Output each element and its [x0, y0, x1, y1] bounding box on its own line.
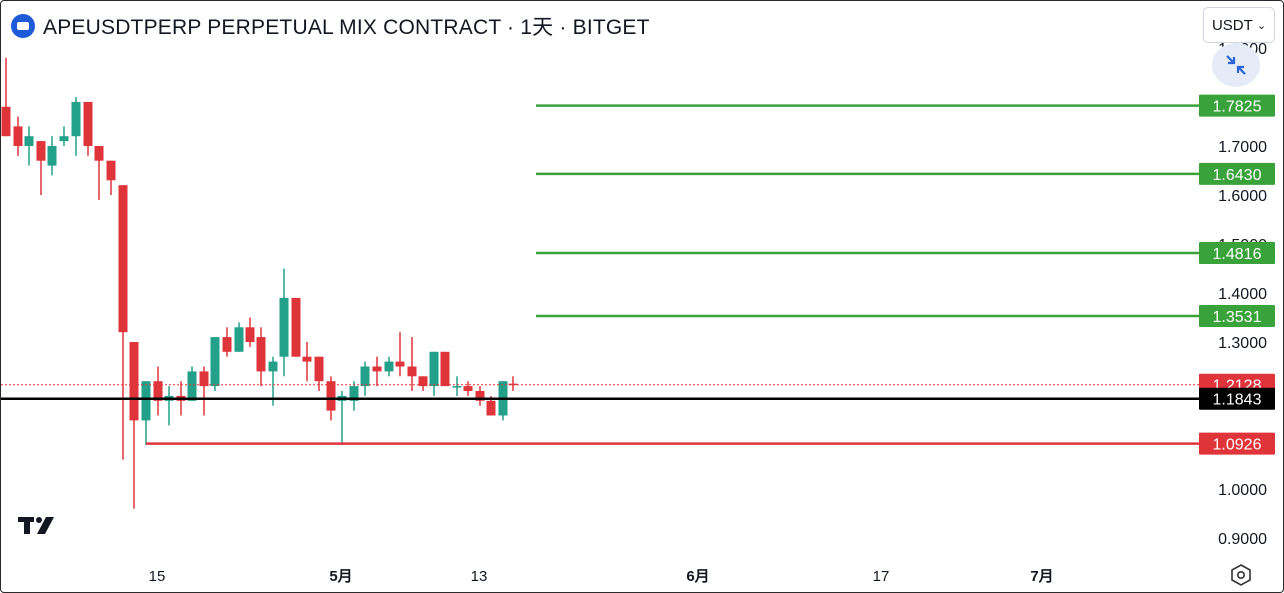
candle-body — [463, 386, 473, 391]
price-label: 1.1843 — [1213, 392, 1262, 409]
shrink-icon[interactable] — [1212, 43, 1260, 87]
candle-body — [407, 366, 417, 377]
candle-body — [291, 297, 301, 357]
candle-body — [187, 371, 197, 401]
candle-body — [418, 376, 428, 387]
price-tick-label: 1.6000 — [1218, 188, 1267, 205]
candle-body — [129, 342, 139, 421]
price-label: 1.0926 — [1213, 437, 1262, 454]
candle-body — [13, 126, 23, 146]
time-tick-label: 15 — [149, 568, 166, 585]
price-tick-label: 1.3000 — [1218, 335, 1267, 352]
candle-body — [1, 106, 11, 137]
candle-body — [268, 361, 278, 372]
candle-body — [302, 356, 312, 362]
price-tick-label: 1.7000 — [1218, 139, 1267, 156]
logo-icon — [11, 14, 35, 38]
candle-body — [153, 381, 163, 401]
price-label-box — [1199, 242, 1275, 265]
price-label: 1.3531 — [1213, 309, 1262, 326]
candle-body — [395, 361, 405, 367]
candle-body — [106, 160, 116, 181]
candle-body — [210, 337, 220, 387]
price-label-box — [1199, 432, 1275, 455]
price-label-box — [1199, 94, 1275, 117]
chart-title: APEUSDTPERP PERPETUAL MIX CONTRACT · 1天 … — [43, 16, 650, 39]
candle-body — [47, 146, 57, 166]
candle-body — [326, 381, 336, 411]
time-tick-label: 17 — [873, 568, 890, 585]
price-tick-label: 0.9000 — [1218, 531, 1267, 548]
candle-body — [71, 101, 81, 137]
candle-body — [83, 101, 93, 146]
candle-body — [59, 136, 69, 142]
candle-body — [141, 381, 151, 421]
price-label-box — [1199, 304, 1275, 327]
candle-body — [118, 185, 128, 333]
price-label: 1.7825 — [1213, 99, 1262, 116]
candle-body — [199, 371, 209, 387]
chevron-down-icon: ⌄ — [1256, 19, 1267, 32]
candle-body — [24, 136, 34, 146]
candle-body — [384, 361, 394, 372]
candle-body — [279, 297, 289, 357]
time-tick-label: 13 — [471, 568, 488, 585]
candle-body — [486, 400, 496, 416]
candle-body — [452, 386, 462, 388]
currency-selector[interactable]: USDT ⌄ — [1203, 7, 1275, 43]
candle-body — [475, 391, 485, 401]
candle-body — [372, 366, 382, 372]
currency-label: USDT — [1211, 16, 1253, 34]
price-label-box — [1199, 162, 1275, 185]
settings-icon[interactable] — [1229, 563, 1253, 587]
candle-body — [349, 386, 359, 401]
candle-body — [222, 337, 232, 352]
time-tick-label: 6月 — [686, 568, 709, 585]
candle-body — [234, 327, 244, 352]
candle-body — [256, 337, 266, 372]
candle-body — [94, 146, 104, 161]
candle-body — [314, 356, 324, 382]
price-label: 1.6430 — [1213, 167, 1262, 184]
price-label: 1.4816 — [1213, 246, 1262, 263]
tradingview-logo — [18, 514, 62, 536]
candle-body — [360, 366, 370, 387]
chart-header: APEUSDTPERP PERPETUAL MIX CONTRACT · 1天 … — [11, 11, 650, 41]
candle-body — [440, 351, 450, 387]
candle-body — [36, 141, 46, 161]
candle-body — [429, 351, 439, 387]
price-tick-label: 1.4000 — [1218, 286, 1267, 303]
time-tick-label: 7月 — [1030, 568, 1053, 585]
price-tick-label: 1.0000 — [1218, 482, 1267, 499]
time-tick-label: 5月 — [329, 568, 352, 585]
candle-body — [245, 327, 255, 342]
price-label-box — [1199, 387, 1275, 410]
